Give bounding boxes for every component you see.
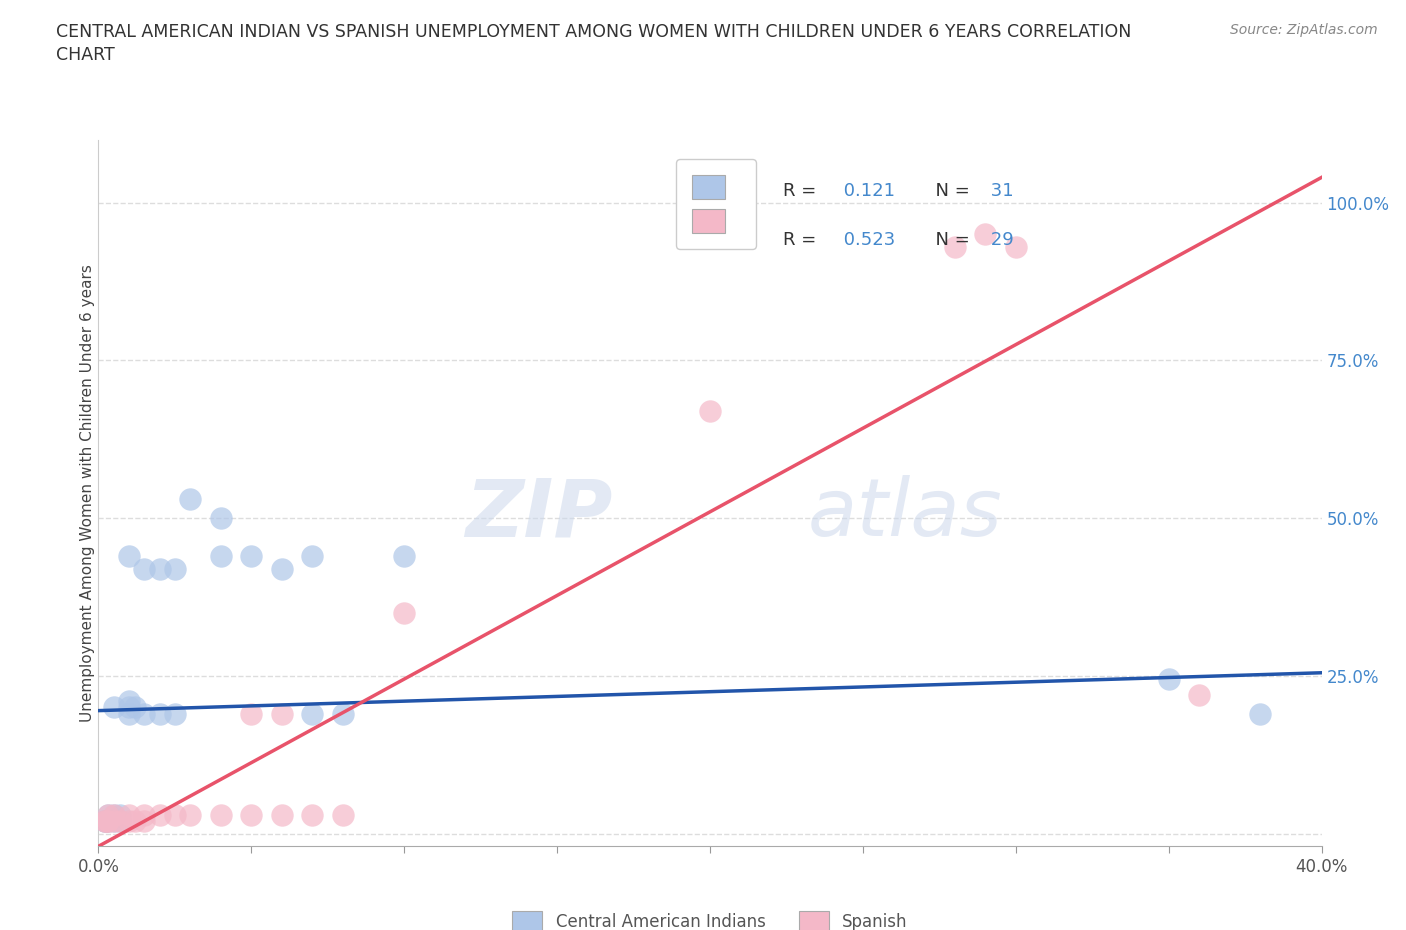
Point [301, 707, 323, 722]
Legend: Central American Indians, Spanish: Central American Indians, Spanish [506, 904, 914, 930]
Point [93, 814, 115, 829]
Point [332, 807, 354, 822]
Point [1249, 707, 1271, 722]
Point [301, 549, 323, 564]
Point [97, 814, 120, 829]
Point [134, 707, 156, 722]
Point [974, 227, 997, 242]
Point [118, 814, 141, 829]
Point [103, 700, 125, 715]
Point [699, 404, 721, 418]
Text: ZIP: ZIP [465, 475, 612, 553]
Point [103, 814, 125, 829]
Point [97, 807, 120, 822]
Text: CENTRAL AMERICAN INDIAN VS SPANISH UNEMPLOYMENT AMONG WOMEN WITH CHILDREN UNDER : CENTRAL AMERICAN INDIAN VS SPANISH UNEMP… [56, 23, 1132, 41]
Point [163, 707, 186, 722]
Point [93, 814, 115, 829]
Point [118, 694, 141, 709]
Point [93, 814, 115, 829]
Point [97, 814, 120, 829]
Text: 0.523: 0.523 [838, 232, 896, 249]
Point [270, 561, 292, 576]
Point [93, 814, 115, 829]
Point [301, 807, 323, 822]
Point [332, 707, 354, 722]
Point [163, 561, 186, 576]
Text: R =: R = [783, 182, 823, 200]
Point [209, 511, 232, 525]
Point [209, 549, 232, 564]
Point [97, 807, 120, 822]
Point [179, 807, 201, 822]
Point [240, 707, 263, 722]
Text: 29: 29 [986, 232, 1014, 249]
Point [108, 814, 131, 829]
Point [134, 561, 156, 576]
Point [97, 814, 120, 829]
Point [943, 239, 966, 254]
Point [240, 549, 263, 564]
Point [124, 814, 146, 829]
Text: N =: N = [924, 182, 976, 200]
Point [1157, 671, 1180, 686]
Point [118, 549, 141, 564]
Text: 31: 31 [986, 182, 1014, 200]
Point [134, 807, 156, 822]
Point [163, 807, 186, 822]
Point [392, 605, 416, 620]
Text: R =: R = [783, 232, 823, 249]
Point [179, 492, 201, 507]
Point [103, 807, 125, 822]
Point [240, 807, 263, 822]
Point [103, 814, 125, 829]
Point [1188, 687, 1211, 702]
Point [270, 807, 292, 822]
Point [103, 807, 125, 822]
Point [108, 807, 131, 822]
Point [118, 707, 141, 722]
Point [270, 707, 292, 722]
Y-axis label: Unemployment Among Women with Children Under 6 years: Unemployment Among Women with Children U… [80, 264, 94, 722]
Point [134, 814, 156, 829]
Point [1004, 239, 1026, 254]
Point [149, 807, 172, 822]
Point [118, 700, 141, 715]
Point [149, 561, 172, 576]
Point [124, 700, 146, 715]
Point [118, 807, 141, 822]
Text: 0.121: 0.121 [838, 182, 896, 200]
Text: atlas: atlas [808, 475, 1002, 553]
Text: Source: ZipAtlas.com: Source: ZipAtlas.com [1230, 23, 1378, 37]
Point [392, 549, 416, 564]
Text: N =: N = [924, 232, 976, 249]
Text: CHART: CHART [56, 46, 115, 64]
Point [108, 814, 131, 829]
Point [149, 707, 172, 722]
Point [209, 807, 232, 822]
